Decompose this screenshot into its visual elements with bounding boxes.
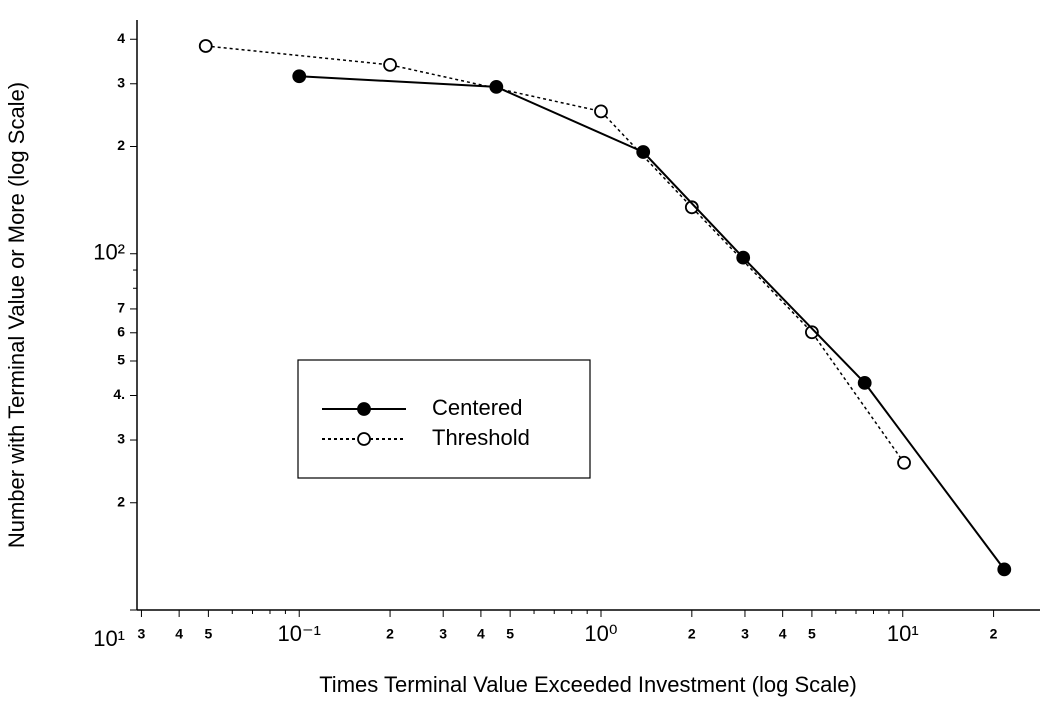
- data-point: [684, 200, 699, 215]
- x-axis-title: Times Terminal Value Exceeded Investment…: [319, 672, 857, 697]
- y-tick-label: 7: [117, 300, 125, 316]
- y-tick-label: 2: [117, 493, 125, 509]
- data-point: [636, 145, 651, 159]
- y-tick-label: 6: [117, 323, 125, 339]
- data-point: [489, 79, 504, 94]
- x-tick-label: 3: [439, 626, 447, 642]
- legend-marker: [357, 402, 371, 416]
- x-tick-label: 3: [138, 626, 146, 642]
- x-tick-label: 5: [204, 626, 212, 642]
- y-tick-label: 10¹: [93, 626, 125, 651]
- y-tick-label: 2: [117, 137, 125, 153]
- y-tick-label: 10²: [93, 240, 125, 265]
- data-point: [997, 562, 1012, 577]
- data-point: [594, 104, 608, 119]
- x-tick-label: 2: [688, 626, 696, 642]
- legend-marker: [357, 432, 371, 446]
- y-tick-label: 4: [117, 30, 125, 46]
- y-tick-label: 4.: [113, 386, 125, 402]
- x-tick-label: 10⁰: [584, 621, 617, 646]
- legend-label: Threshold: [432, 425, 530, 450]
- legend-label: Centered: [432, 395, 523, 420]
- x-tick-label: 5: [506, 626, 514, 642]
- data-point: [292, 69, 307, 84]
- data-point: [383, 57, 397, 72]
- legend-box: [297, 359, 591, 479]
- x-tick-label: 2: [990, 626, 998, 642]
- y-tick-label: 3: [117, 431, 125, 447]
- x-tick-label: 10¹: [887, 621, 919, 646]
- data-point: [198, 39, 213, 53]
- x-tick-label: 5: [808, 626, 816, 642]
- x-tick-label: 10⁻¹: [278, 621, 321, 646]
- x-tick-label: 4: [779, 626, 787, 642]
- x-tick-label: 3: [741, 626, 749, 642]
- x-tick-label: 4: [175, 626, 183, 642]
- series-line: [299, 75, 1006, 571]
- x-tick-label: 2: [386, 626, 394, 642]
- data-point: [897, 455, 911, 470]
- data-point: [857, 375, 872, 390]
- y-axis-title: Number with Terminal Value or More (log …: [4, 82, 29, 548]
- data-point: [736, 250, 751, 265]
- y-tick-label: 5: [117, 352, 125, 368]
- series-line: [205, 45, 905, 464]
- y-tick-label: 3: [117, 74, 125, 90]
- data-point: [805, 325, 819, 340]
- x-tick-label: 4: [477, 626, 485, 642]
